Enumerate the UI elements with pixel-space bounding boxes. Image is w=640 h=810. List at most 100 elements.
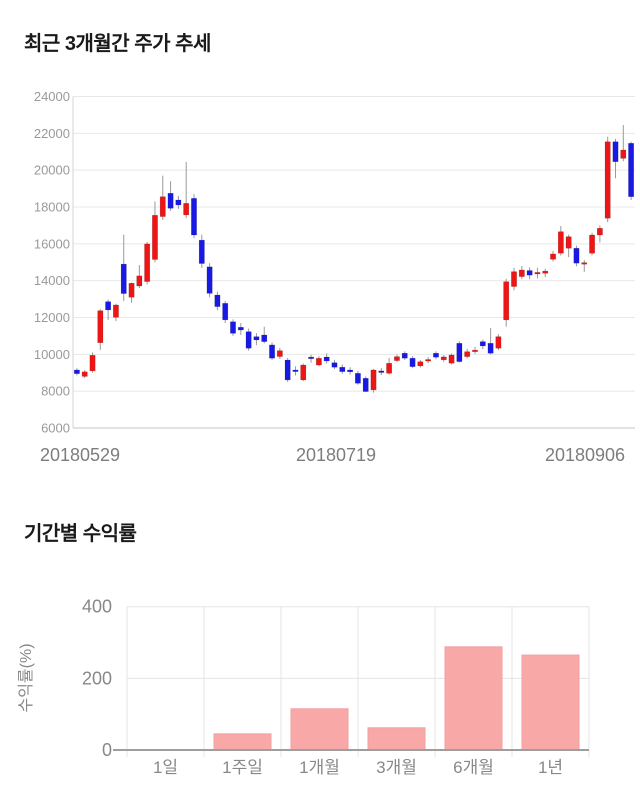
price-y-tick-label: 22000: [34, 126, 70, 141]
candle-down: [292, 369, 299, 372]
candle-up: [534, 272, 541, 275]
candle-up: [97, 310, 104, 343]
candle-up: [596, 228, 603, 236]
candle-down: [214, 294, 221, 307]
candle-down: [206, 266, 213, 294]
candle-down: [628, 143, 635, 197]
candle-up: [300, 364, 307, 381]
candle-up: [589, 234, 595, 254]
candle-down: [222, 303, 229, 321]
price-x-date-label: 20180719: [296, 445, 376, 465]
return-bar-2: [290, 708, 349, 751]
returns-category-label: 1주일: [222, 758, 263, 777]
candle-down: [167, 193, 174, 209]
candle-down: [347, 369, 354, 373]
returns-category-label: 3개월: [376, 758, 417, 777]
candle-up: [604, 141, 611, 219]
price-y-tick-label: 18000: [34, 200, 70, 215]
candle-down: [526, 270, 533, 276]
return-bar-4: [444, 646, 503, 751]
return-bar-3: [367, 727, 426, 751]
candle-up: [417, 361, 424, 367]
candle-down: [362, 378, 369, 392]
candle-up: [276, 350, 283, 357]
return-bar-5: [521, 654, 580, 751]
price-y-tick-label: 8000: [41, 384, 70, 399]
candle-down: [175, 199, 182, 206]
candle-down: [612, 141, 619, 162]
candle-up: [370, 369, 377, 391]
candle-up: [128, 282, 135, 298]
candle-down: [378, 370, 385, 373]
candle-down: [339, 366, 346, 372]
price-y-tick-label: 16000: [34, 236, 70, 251]
candle-down: [323, 356, 330, 362]
candle-up: [620, 149, 627, 159]
price-x-date-label: 20180529: [40, 445, 120, 465]
candle-down: [237, 327, 244, 331]
candle-down: [284, 359, 291, 381]
candle-up: [159, 196, 166, 217]
candle-down: [230, 321, 236, 334]
candle-down: [573, 248, 580, 264]
returns-y-tick-label: 400: [82, 597, 112, 617]
candle-up: [136, 275, 143, 287]
price-y-tick-label: 10000: [34, 347, 70, 362]
candle-down: [401, 352, 408, 359]
returns-category-label: 6개월: [453, 758, 494, 777]
returns-category-label: 1개월: [299, 758, 340, 777]
candle-down: [198, 239, 205, 264]
candle-up: [394, 356, 400, 361]
candle-up: [144, 243, 151, 282]
candle-down: [253, 336, 260, 341]
candle-down: [456, 343, 463, 362]
candle-up: [464, 351, 471, 357]
candle-up: [81, 371, 88, 377]
returns-category-label: 1년: [538, 758, 563, 777]
candle-down: [354, 373, 361, 384]
period-returns-bar-chart: 400 200 0 1일 1주일 1개월 3개월 6개월 1년 수익률(%): [17, 597, 590, 777]
candle-up: [152, 215, 158, 260]
candle-down: [487, 343, 494, 354]
returns-y-tick-label: 200: [82, 668, 112, 688]
returns-chart-title: 기간별 수익률: [24, 523, 137, 545]
candle-down: [269, 344, 275, 359]
candle-up: [557, 231, 564, 254]
candle-up: [550, 253, 556, 260]
price-y-tick-label: 24000: [34, 89, 70, 104]
candle-up: [518, 269, 525, 277]
candle-down: [105, 301, 112, 311]
price-x-date-label: 20180906: [545, 445, 625, 465]
candle-down: [261, 334, 268, 342]
price-y-tick-label: 14000: [34, 273, 70, 288]
returns-y-tick-label: 0: [102, 740, 112, 760]
candle-up: [511, 271, 517, 287]
candle-up: [425, 359, 432, 362]
candle-up: [495, 336, 502, 349]
candle-up: [472, 349, 478, 352]
candle-down: [73, 369, 80, 374]
candle-up: [386, 363, 393, 374]
candle-up: [448, 354, 455, 364]
candle-up: [89, 355, 96, 372]
price-candlestick-chart: 24000 22000 20000 18000 16000 14000 12000 10000…: [34, 89, 635, 465]
candle-down: [479, 341, 486, 347]
price-y-tick-label: 6000: [41, 421, 70, 436]
candle-up: [581, 262, 588, 265]
price-chart-title: 최근 3개월간 주가 추세: [24, 33, 211, 55]
candle-down: [433, 352, 439, 358]
candle-up: [183, 203, 190, 216]
candle-down: [331, 362, 338, 368]
candle-down: [120, 263, 127, 294]
returns-y-axis-title: 수익률(%): [17, 643, 35, 712]
candle-down: [191, 198, 197, 236]
candle-down: [409, 357, 416, 367]
price-y-tick-label: 12000: [34, 310, 70, 325]
candle-down: [245, 331, 252, 349]
candle-up: [542, 270, 549, 274]
candle-up: [503, 281, 510, 321]
candle-down: [308, 356, 314, 359]
return-bar-1: [213, 733, 272, 751]
candle-up: [565, 236, 572, 249]
